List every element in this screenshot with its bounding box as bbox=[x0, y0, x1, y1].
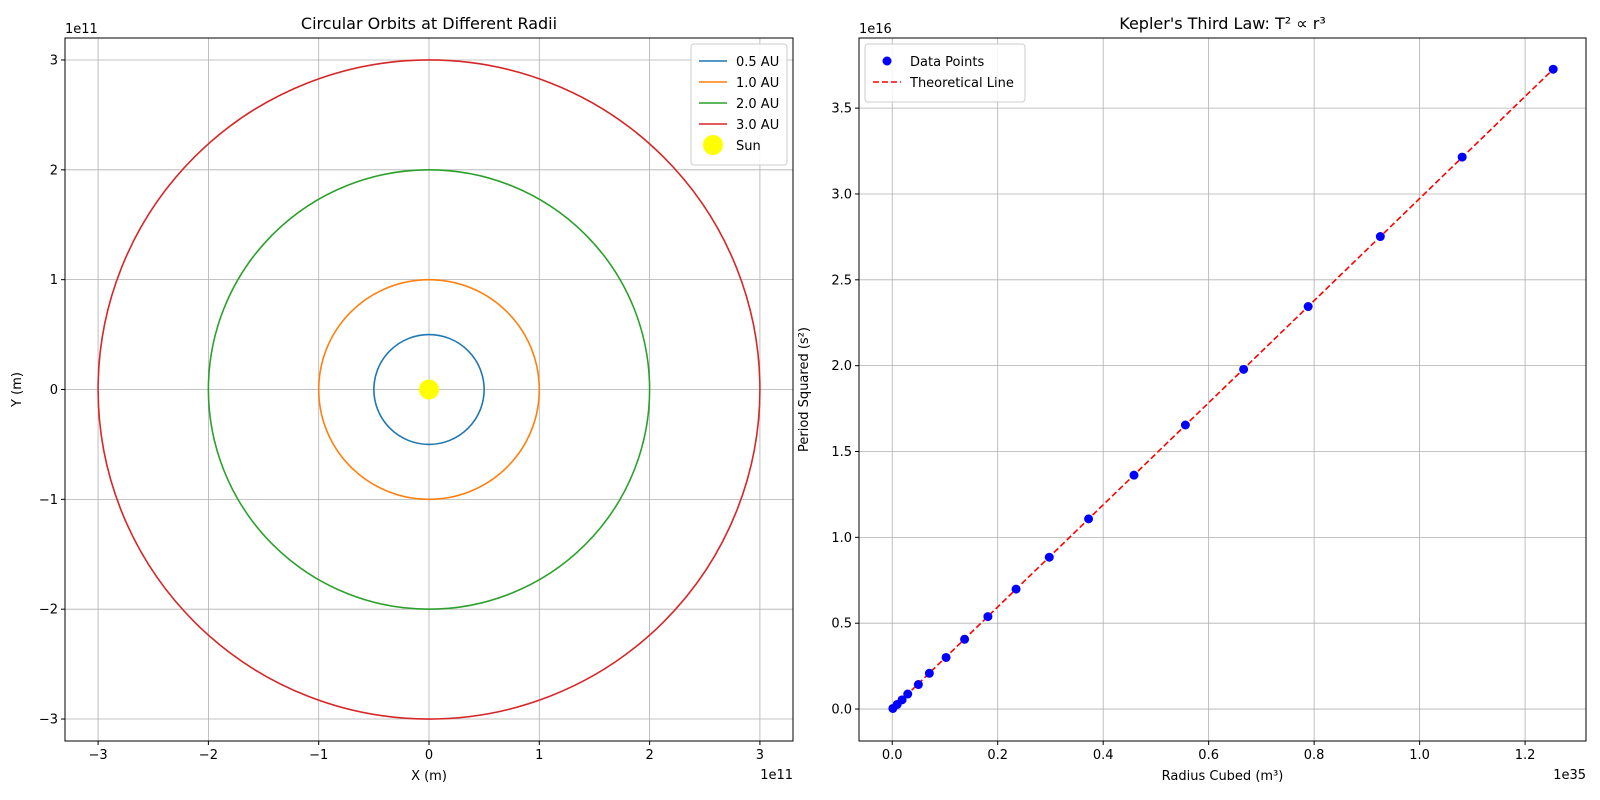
legend-label: Theoretical Line bbox=[909, 76, 1014, 91]
data-point bbox=[897, 695, 907, 705]
data-point bbox=[903, 689, 913, 699]
kepler-x-axis-label: Radius Cubed (m³) bbox=[1162, 769, 1284, 784]
y-tick-label: 1.0 bbox=[831, 531, 852, 546]
legend-box bbox=[864, 43, 1026, 103]
legend-label: Sun bbox=[736, 139, 761, 154]
y-tick-label: 1.5 bbox=[831, 445, 852, 460]
orbit-circle bbox=[373, 333, 485, 446]
kepler-grid bbox=[859, 38, 1586, 741]
kepler-y-offset-label: 1e16 bbox=[859, 22, 892, 37]
legend-box bbox=[690, 43, 788, 166]
data-point bbox=[913, 680, 923, 690]
data-point bbox=[1129, 470, 1139, 480]
data-point bbox=[1375, 232, 1385, 242]
legend-swatch bbox=[703, 135, 723, 155]
y-tick-label: 3 bbox=[50, 53, 58, 68]
data-point bbox=[941, 652, 951, 662]
orbits-axes: −3 −2 −1 0 1 2 3 −3 −2 −1 0 1 2 3 Circular Orbits at … bbox=[10, 14, 794, 784]
legend-label: Data Points bbox=[910, 55, 984, 70]
legend-label: 0.5 AU bbox=[736, 55, 779, 70]
data-point bbox=[1011, 584, 1021, 594]
y-tick-label: 2.0 bbox=[831, 359, 852, 374]
y-tick-label: 0.5 bbox=[831, 617, 852, 632]
y-tick-label: −1 bbox=[39, 493, 58, 508]
data-point bbox=[983, 612, 993, 622]
y-tick-label: 3.0 bbox=[831, 187, 852, 202]
data-point bbox=[1239, 364, 1249, 374]
y-tick-label: −3 bbox=[39, 713, 58, 728]
data-point bbox=[1457, 152, 1467, 162]
sun-marker bbox=[419, 379, 439, 400]
x-tick-label: 3 bbox=[756, 748, 764, 763]
y-tick-label: −2 bbox=[39, 603, 58, 618]
kepler-ticks: 0.0 0.2 0.4 0.6 0.8 1.0 1.2 0.0 0.5 1.0 1.5 2.0 2.5 3… bbox=[831, 102, 1535, 763]
x-tick-label: 1.0 bbox=[1409, 748, 1430, 763]
theoretical-line bbox=[891, 68, 1554, 710]
kepler-y-axis-label: Period Squared (s²) bbox=[797, 327, 812, 452]
data-point bbox=[960, 634, 970, 644]
data-point bbox=[1180, 420, 1190, 430]
x-tick-label: 1 bbox=[535, 748, 543, 763]
data-point bbox=[1084, 514, 1094, 524]
y-tick-label: 2 bbox=[50, 163, 58, 178]
data-point bbox=[1044, 552, 1054, 562]
orbits-y-offset-label: 1e11 bbox=[65, 22, 98, 37]
data-point bbox=[924, 668, 934, 678]
kepler-title: Kepler's Third Law: T² ∝ r³ bbox=[1119, 14, 1325, 33]
orbits-y-axis-label: Y (m) bbox=[10, 372, 25, 408]
legend-label: 2.0 AU bbox=[736, 97, 779, 112]
orbit-circle bbox=[207, 169, 651, 610]
kepler-marks bbox=[888, 64, 1558, 713]
y-tick-label: 1 bbox=[50, 273, 58, 288]
y-tick-label: 0 bbox=[50, 383, 58, 398]
x-tick-label: 2 bbox=[645, 748, 653, 763]
orbits-x-axis-label: X (m) bbox=[411, 769, 447, 784]
orbits-title: Circular Orbits at Different Radii bbox=[301, 14, 557, 33]
y-tick-label: 3.5 bbox=[831, 102, 852, 117]
orbits-ticks: −3 −2 −1 0 1 2 3 −3 −2 −1 0 1 2 3 bbox=[39, 53, 764, 763]
data-point bbox=[1548, 64, 1558, 74]
y-tick-label: 2.5 bbox=[831, 273, 852, 288]
x-tick-label: 1.2 bbox=[1515, 748, 1536, 763]
kepler-x-offset-label: 1e35 bbox=[1553, 768, 1586, 783]
x-tick-label: −3 bbox=[89, 748, 108, 763]
x-tick-label: 0.2 bbox=[987, 748, 1008, 763]
x-tick-label: −1 bbox=[309, 748, 328, 763]
x-tick-label: 0.0 bbox=[882, 748, 903, 763]
orbits-x-offset-label: 1e11 bbox=[760, 768, 793, 783]
data-point bbox=[1303, 302, 1313, 312]
orbit-circle bbox=[317, 278, 541, 501]
kepler-axes-frame bbox=[858, 37, 1587, 742]
orbits-legend: 0.5 AU 1.0 AU 2.0 AU 3.0 AU Sun bbox=[690, 43, 788, 166]
orbit-circle bbox=[97, 59, 761, 720]
x-tick-label: 0.6 bbox=[1198, 748, 1219, 763]
x-tick-label: 0 bbox=[425, 748, 433, 763]
x-tick-label: 0.4 bbox=[1093, 748, 1114, 763]
kepler-axes: 0.0 0.2 0.4 0.6 0.8 1.0 1.2 0.0 0.5 1.0 1.5 2.0 2.5 3… bbox=[797, 14, 1587, 784]
x-tick-label: 0.8 bbox=[1304, 748, 1325, 763]
y-tick-label: 0.0 bbox=[831, 703, 852, 718]
x-tick-label: −2 bbox=[199, 748, 218, 763]
orbits-marks bbox=[97, 59, 761, 720]
legend-label: 3.0 AU bbox=[736, 118, 779, 133]
legend-swatch bbox=[882, 56, 892, 66]
legend-label: 1.0 AU bbox=[736, 76, 779, 91]
kepler-legend: Data Points Theoretical Line bbox=[864, 43, 1026, 103]
